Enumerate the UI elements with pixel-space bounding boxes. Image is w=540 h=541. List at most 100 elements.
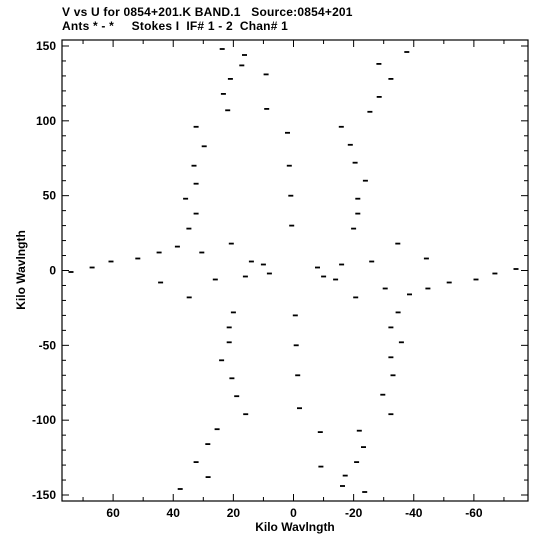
uv-point [395, 311, 401, 314]
chart-title: V vs U for 0854+201.K BAND.1 Source:0854… [62, 5, 353, 19]
uv-point [212, 278, 218, 281]
uv-point [286, 164, 292, 167]
uv-point [388, 356, 394, 359]
uv-point [362, 491, 368, 493]
uv-point [388, 413, 394, 416]
uv-point [293, 344, 299, 347]
uv-point [205, 443, 211, 445]
uv-point [225, 109, 231, 112]
uv-point [404, 51, 410, 53]
uv-point [199, 251, 205, 254]
uv-point [219, 48, 225, 50]
y-tick-label: 0 [49, 264, 56, 278]
x-tick-label: 60 [106, 506, 120, 520]
uv-point [295, 374, 301, 377]
x-tick-label: -20 [345, 506, 363, 520]
uv-point [513, 268, 519, 270]
uv-point [177, 488, 183, 490]
uv-point [333, 278, 339, 281]
uv-point [339, 263, 345, 266]
uv-point [362, 179, 368, 182]
uv-point [242, 54, 247, 56]
uv-point [266, 272, 272, 275]
uv-point [354, 461, 360, 463]
x-tick-label: -40 [405, 506, 423, 520]
y-tick-label: -150 [32, 488, 56, 502]
uv-point [355, 212, 361, 215]
uv-point [347, 143, 353, 146]
uv-point [226, 341, 232, 344]
uv-point [376, 63, 382, 65]
uv-point [473, 278, 479, 281]
uv-point [191, 164, 197, 167]
uv-point [193, 461, 199, 463]
x-tick-label: 20 [227, 506, 241, 520]
uv-point [214, 428, 220, 431]
plot-frame [61, 39, 529, 502]
uv-point [174, 245, 180, 248]
uv-point [446, 281, 452, 284]
uv-point [239, 64, 245, 67]
uv-point [183, 197, 189, 200]
uv-point [407, 293, 412, 296]
uv-point [228, 242, 234, 245]
uv-point [317, 431, 323, 433]
uv-point [89, 266, 95, 269]
uv-point [263, 73, 269, 76]
uv-point [186, 296, 192, 299]
y-tick-label: 50 [43, 189, 57, 203]
uv-point [260, 263, 266, 266]
uv-point [380, 393, 386, 396]
uv-point [248, 260, 254, 263]
uv-point [423, 257, 429, 260]
y-tick-label: 100 [36, 114, 56, 128]
y-tick-label: -50 [39, 338, 57, 352]
uv-point [135, 257, 141, 260]
uv-point [186, 227, 192, 230]
x-axis-label: Kilo Wavlngth [255, 520, 335, 534]
uv-point [395, 242, 401, 245]
uv-point [158, 281, 164, 284]
uv-point [321, 275, 327, 278]
uv-point [156, 251, 162, 254]
uv-point [242, 275, 248, 278]
x-axis-ticks: 60 40 20 0 -20 -40 -60 [82, 40, 505, 520]
uv-point [353, 296, 359, 299]
uv-point [356, 429, 362, 432]
uv-point [318, 465, 324, 468]
uv-point [342, 474, 348, 477]
uv-point [361, 446, 366, 448]
uv-point [340, 485, 345, 487]
uv-point [388, 326, 394, 329]
uv-point [492, 272, 498, 275]
uv-point [351, 227, 357, 230]
uv-point [355, 197, 361, 200]
uv-point [285, 131, 290, 134]
uv-point [68, 271, 74, 273]
uv-point [390, 374, 396, 377]
uv-point [193, 182, 199, 185]
uv-point [289, 224, 295, 227]
x-tick-label: 40 [167, 506, 181, 520]
uv-point [288, 194, 294, 197]
uv-point [243, 413, 249, 416]
uv-point [369, 260, 375, 263]
chart-subtitle: Ants * - * Stokes I IF# 1 - 2 Chan# 1 [62, 19, 288, 33]
y-tick-label: 150 [36, 39, 56, 53]
uv-point [425, 287, 431, 290]
uv-point [297, 407, 302, 410]
x-tick-label: 0 [290, 506, 297, 520]
y-tick-label: -100 [32, 413, 56, 427]
uv-points [68, 48, 519, 493]
uv-point [388, 78, 394, 80]
uv-point [234, 395, 240, 398]
y-axis-ticks: -150 -100 -50 0 50 100 150 [32, 39, 528, 502]
uv-point [229, 377, 235, 380]
uv-point [382, 287, 388, 290]
uv-point [220, 93, 226, 95]
uv-point [352, 161, 358, 164]
x-tick-label: -60 [465, 506, 483, 520]
uv-point [193, 125, 199, 128]
uv-point [338, 125, 344, 128]
